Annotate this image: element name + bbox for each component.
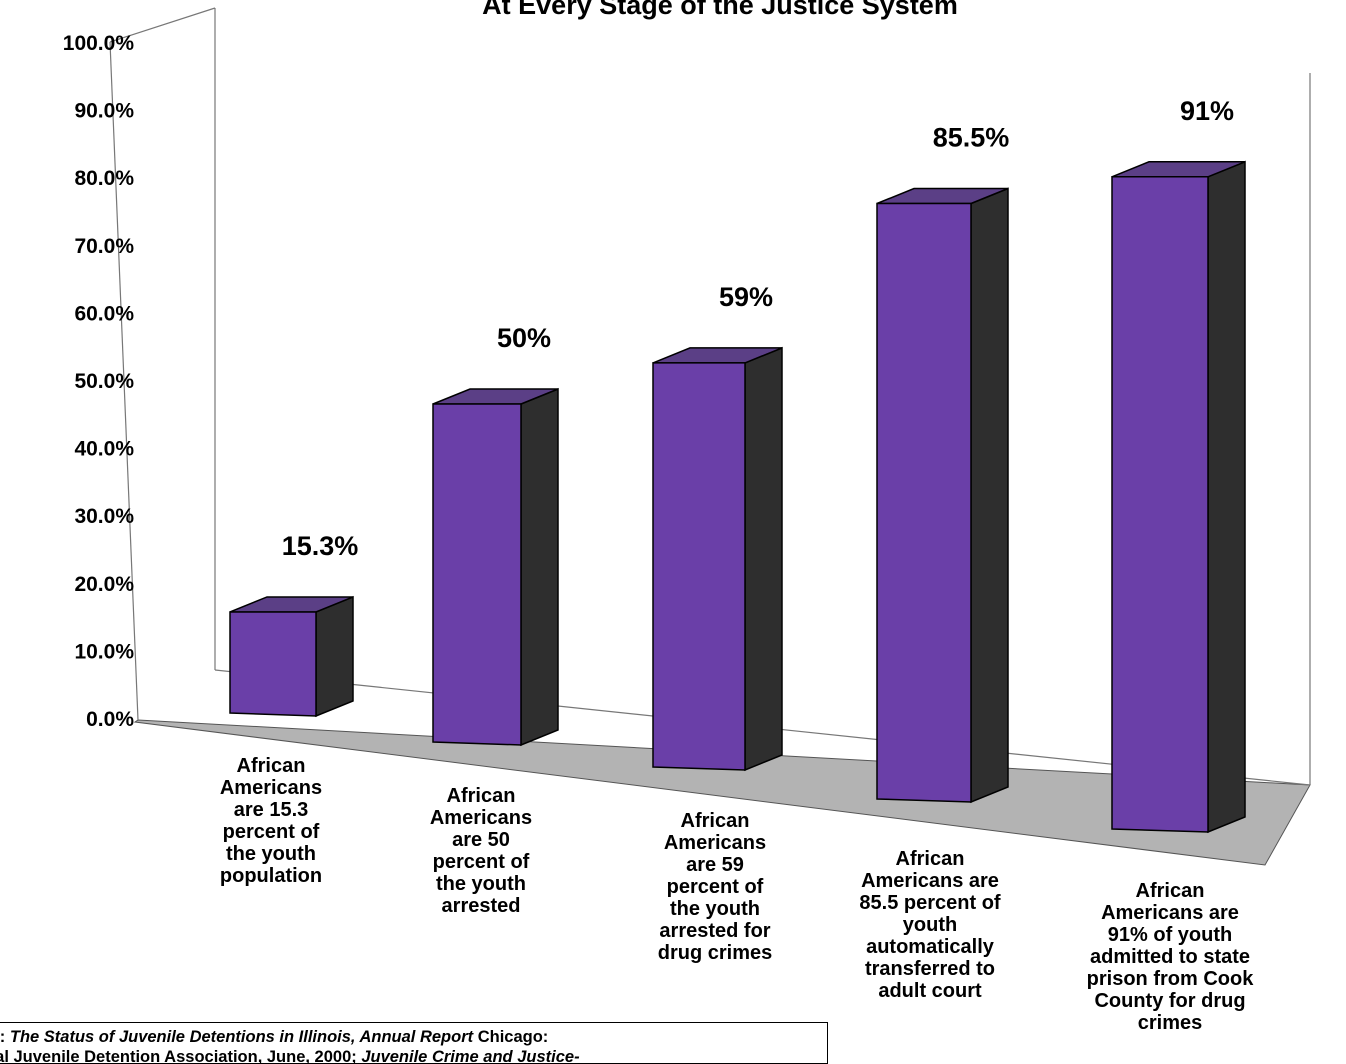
category-label-line: Americans — [663, 832, 767, 854]
category-label-line: drug crimes — [657, 942, 773, 964]
data-label: 50% — [497, 323, 551, 353]
bar-front — [652, 362, 746, 771]
data-label: 15.3% — [282, 531, 359, 561]
y-tick-label: 20.0% — [74, 573, 134, 596]
bar-side — [1207, 160, 1246, 834]
category-label-line: Americans — [219, 777, 323, 799]
data-labels: 15.3% 50% 59% 85.5% 91% — [282, 96, 1234, 561]
y-tick-label: 60.0% — [74, 302, 134, 325]
category-label-line: crimes — [1137, 1012, 1203, 1034]
category-label-line: County for drug — [1094, 990, 1246, 1012]
chart-title: At Every Stage of the Justice System — [482, 0, 958, 20]
category-label-line: African — [680, 810, 750, 832]
category-label-line: African — [236, 755, 306, 777]
category-label: African Americans are 15.3 percent of the yo… — [181, 755, 361, 887]
bar-side — [520, 387, 559, 747]
category-label-line: percent of — [666, 876, 764, 898]
category-label-line: the youth — [436, 873, 526, 895]
bars — [229, 160, 1246, 834]
source-note: rce: The Status of Juvenile Detentions i… — [0, 1022, 828, 1064]
category-label-line: transferred to — [864, 958, 996, 980]
source-text: rce: The Status of Juvenile Detentions i… — [0, 1027, 827, 1064]
bar-side — [970, 187, 1009, 804]
source-title-1: The Status of Juvenile Detentions in Ill… — [9, 1028, 474, 1046]
category-label-line: percent of — [222, 821, 320, 843]
bar-front — [876, 202, 972, 803]
back-wall-left-edge — [109, 7, 216, 43]
source-line-2: onal Juvenile Detention Association, Jun… — [0, 1048, 362, 1064]
category-label-line: percent of — [432, 851, 530, 873]
category-label-line: the youth — [226, 843, 316, 865]
y-tick-label: 100.0% — [63, 32, 135, 55]
category-label-line: are 50 — [452, 829, 510, 851]
category-label-line: 91% of youth — [1107, 924, 1233, 946]
bar — [229, 595, 354, 718]
y-tick-label: 30.0% — [74, 505, 134, 528]
category-label-line: population — [219, 865, 323, 887]
y-axis-line — [109, 41, 139, 721]
category-label-line: Americans are — [1101, 902, 1239, 924]
bar — [1111, 160, 1246, 834]
y-tick-label: 80.0% — [74, 167, 134, 190]
category-label: African Americans are 85.5 percent of youth… — [840, 848, 1020, 1002]
bar-side — [744, 346, 783, 772]
category-label-line: are 15.3 — [233, 799, 309, 821]
category-label-line: the youth — [670, 898, 760, 920]
category-label-line: African — [446, 785, 516, 807]
category-label-line: automatically — [866, 936, 994, 958]
category-label-line: prison from Cook — [1086, 968, 1254, 990]
y-tick-label: 50.0% — [74, 370, 134, 393]
bar — [876, 187, 1009, 804]
category-label: African Americans are 91% of youth admitted… — [1080, 880, 1260, 1034]
y-tick-label: 70.0% — [74, 235, 134, 258]
data-label: 85.5% — [933, 123, 1010, 153]
y-tick-label: 90.0% — [74, 100, 134, 123]
bar-side — [315, 595, 354, 718]
category-label-line: admitted to state — [1089, 946, 1251, 968]
bar — [652, 346, 783, 772]
category-label-line: adult court — [878, 980, 982, 1002]
category-label-line: are 59 — [686, 854, 744, 876]
y-tick-label: 40.0% — [74, 438, 134, 461]
data-label: 59% — [719, 282, 773, 312]
y-axis-ticks: 0.0% 10.0% 20.0% 30.0% 40.0% 50.0% 60.0% 70.0% 8… — [63, 32, 135, 731]
bar-front — [432, 403, 522, 746]
category-label: African Americans are 59 percent of the yout… — [625, 810, 805, 964]
category-label-line: African — [1135, 880, 1205, 902]
category-label-line: Americans are — [861, 870, 999, 892]
bar-front — [1111, 176, 1209, 833]
source-title-2: Juvenile Crime and Justice- — [361, 1048, 580, 1064]
category-label-line: African — [895, 848, 965, 870]
category-label-line: 85.5 percent of — [859, 892, 1001, 914]
source-prefix: rce: — [0, 1028, 6, 1046]
category-label-line: arrested — [441, 895, 521, 917]
category-label: African Americans are 50 percent of the yout… — [391, 785, 571, 917]
category-label-line: Americans — [429, 807, 533, 829]
bar-front — [229, 611, 317, 717]
source-rest-1: Chicago: — [473, 1028, 549, 1046]
y-tick-label: 10.0% — [74, 640, 134, 663]
chart-walls — [109, 7, 1311, 866]
y-tick-label: 0.0% — [86, 708, 134, 731]
data-label: 91% — [1180, 96, 1234, 126]
category-label-line: arrested for — [659, 920, 771, 942]
bar — [432, 387, 559, 747]
category-label-line: youth — [902, 914, 958, 936]
